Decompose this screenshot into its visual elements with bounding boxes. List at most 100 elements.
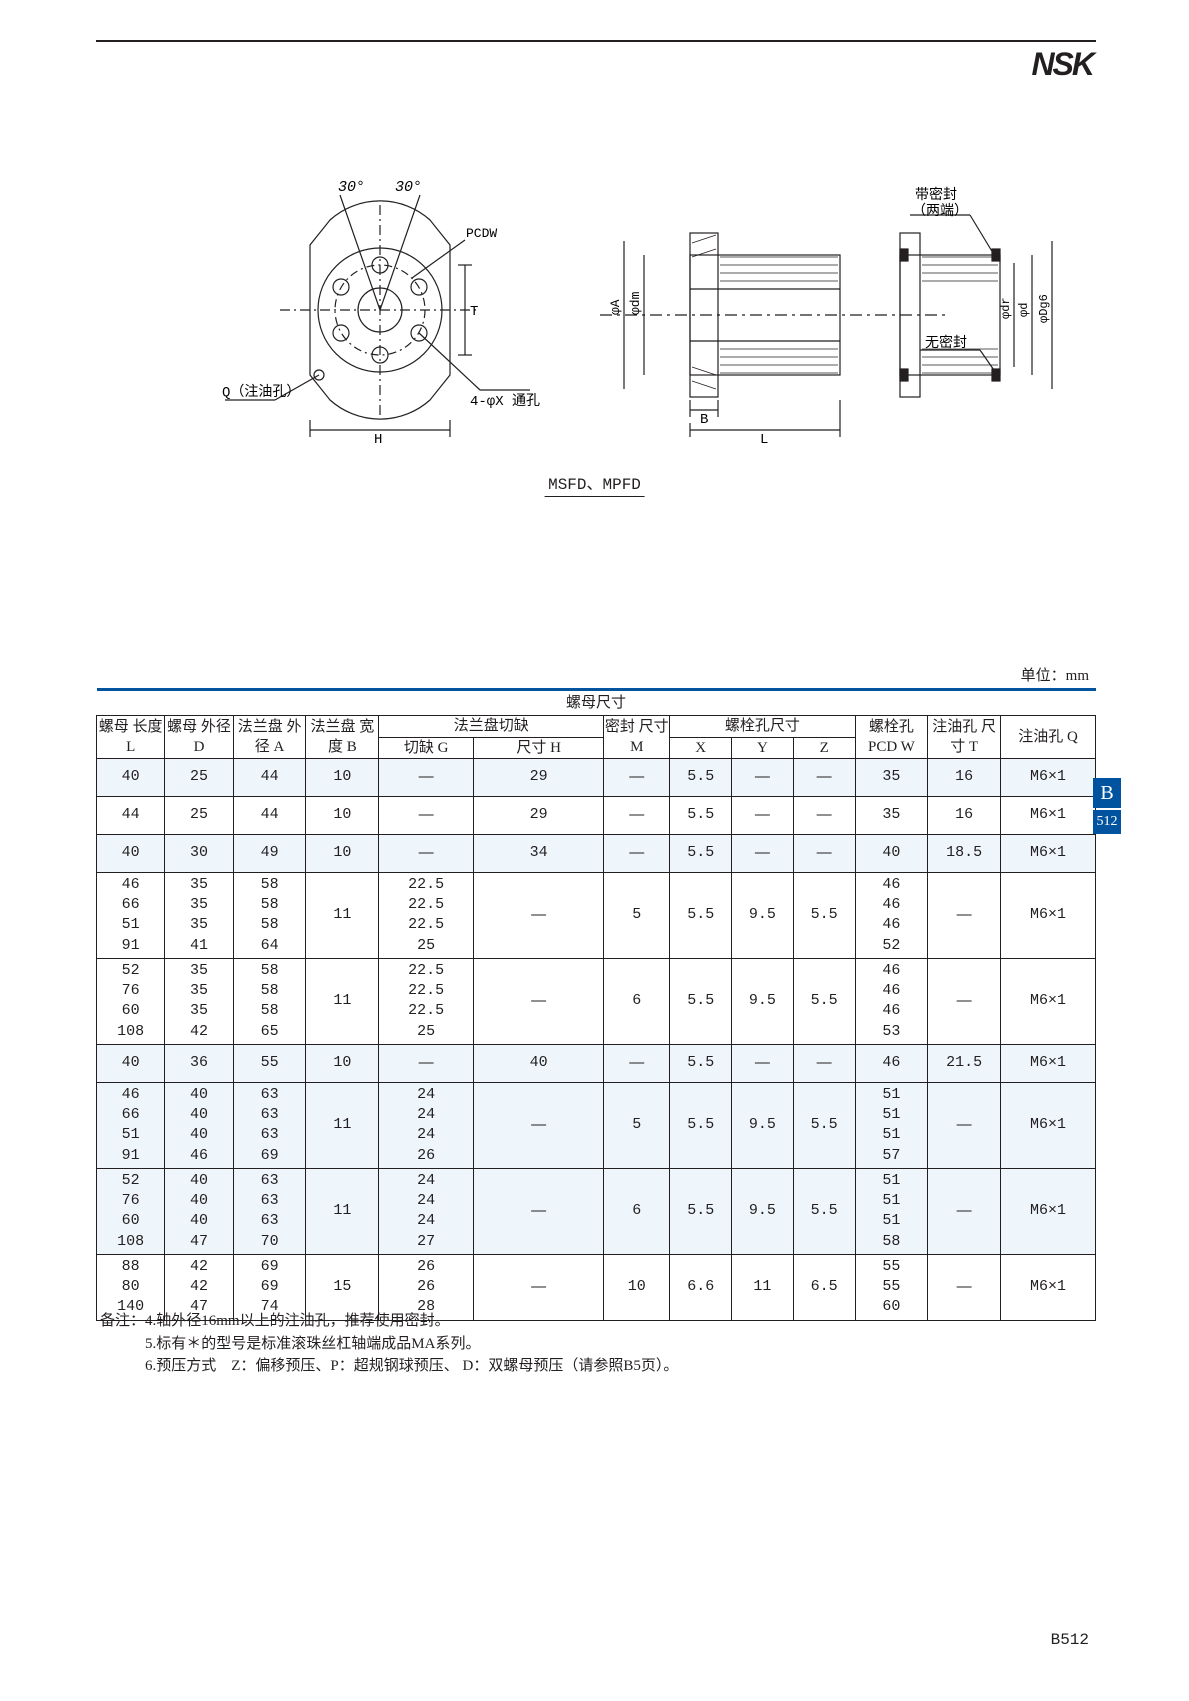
cell-M: — (604, 758, 670, 796)
cell-X: 5.5 (670, 1082, 732, 1168)
cell-H: 29 (474, 758, 604, 796)
cell-H: 40 (474, 1044, 604, 1082)
diagrams: 30° 30° PCDW T Q（注油孔） 4-φX 通孔 H (170, 175, 1040, 455)
cell-D: 35 35 35 42 (165, 958, 233, 1044)
spec-table: 螺母尺寸 螺母 长度 L 螺母 外径 D 法兰盘 外径 A 法兰盘 宽度 B 法… (96, 688, 1096, 1321)
unit-label: 单位：mm (1021, 664, 1089, 685)
cell-A: 58 58 58 64 (233, 872, 306, 958)
cell-X: 5.5 (670, 796, 732, 834)
cell-D: 40 40 40 46 (165, 1082, 233, 1168)
svg-text:30°: 30° (395, 179, 422, 196)
cell-Y: 11 (732, 1254, 794, 1320)
cell-X: 5.5 (670, 834, 732, 872)
svg-text:PCDW: PCDW (466, 226, 497, 241)
footnotes: 备注：4.轴外径16mm以上的注油孔，推荐使用密封。 备注：5.标有＊的型号是标… (100, 1310, 678, 1378)
cell-D: 30 (165, 834, 233, 872)
cell-A: 44 (233, 758, 306, 796)
cell-B: 10 (306, 796, 379, 834)
cell-Z: 5.5 (793, 1082, 855, 1168)
cell-H: — (474, 958, 604, 1044)
table-header: 螺母尺寸 螺母 长度 L 螺母 外径 D 法兰盘 外径 A 法兰盘 宽度 B 法… (97, 690, 1096, 759)
cell-M: 5 (604, 1082, 670, 1168)
svg-text:无密封: 无密封 (925, 334, 967, 352)
cell-Z: 5.5 (793, 1168, 855, 1254)
cell-B: 10 (306, 1044, 379, 1082)
cell-X: 5.5 (670, 872, 732, 958)
svg-text:φd: φd (1017, 303, 1031, 317)
cell-T: — (928, 1082, 1001, 1168)
cell-M: — (604, 1044, 670, 1082)
cell-G: — (379, 1044, 474, 1082)
cell-T: — (928, 958, 1001, 1044)
table-row: 52 76 60 10840 40 40 4763 63 63 701124 2… (97, 1168, 1096, 1254)
cell-W: 46 (855, 1044, 928, 1082)
svg-text:30°: 30° (338, 179, 365, 196)
table-row: 40304910—34—5.5——4018.5M6×1 (97, 834, 1096, 872)
cell-A: 58 58 58 65 (233, 958, 306, 1044)
cell-A: 44 (233, 796, 306, 834)
cell-W: 40 (855, 834, 928, 872)
cell-G: — (379, 796, 474, 834)
cell-L: 40 (97, 1044, 165, 1082)
cell-L: 52 76 60 108 (97, 958, 165, 1044)
cell-T: — (928, 1254, 1001, 1320)
diagram-caption: MSFD、MPFD (544, 470, 645, 497)
table-row: 52 76 60 10835 35 35 4258 58 58 651122.5… (97, 958, 1096, 1044)
cell-B: 11 (306, 1168, 379, 1254)
nsk-logo: NSK (1031, 46, 1093, 83)
cell-H: 34 (474, 834, 604, 872)
footnote-label: 备注： (100, 1313, 145, 1329)
table-row: 46 66 51 9140 40 40 4663 63 63 691124 24… (97, 1082, 1096, 1168)
cell-Z: 5.5 (793, 958, 855, 1044)
footnote-5: 5.标有＊的型号是标准滚珠丝杠轴端成品MA系列。 (145, 1336, 480, 1352)
cell-L: 46 66 51 91 (97, 872, 165, 958)
svg-text:B: B (700, 412, 708, 428)
cell-T: 16 (928, 758, 1001, 796)
cell-T: 21.5 (928, 1044, 1001, 1082)
cell-M: — (604, 796, 670, 834)
cell-G: 24 24 24 26 (379, 1082, 474, 1168)
cell-Z: 6.5 (793, 1254, 855, 1320)
cell-W: 55 55 60 (855, 1254, 928, 1320)
cell-W: 51 51 51 57 (855, 1082, 928, 1168)
cell-W: 35 (855, 796, 928, 834)
svg-text:Q（注油孔）: Q（注油孔） (222, 384, 300, 401)
side-tab-letter: B (1093, 778, 1121, 808)
table-row: 46 66 51 9135 35 35 4158 58 58 641122.5 … (97, 872, 1096, 958)
nut-diagram: φA φdm B L 带密封 （两端） 无密封 φdr φd φDg6 (600, 185, 1070, 445)
cell-G: 22.5 22.5 22.5 25 (379, 958, 474, 1044)
cell-B: 10 (306, 834, 379, 872)
cell-A: 63 63 63 70 (233, 1168, 306, 1254)
cell-B: 11 (306, 958, 379, 1044)
cell-Q: M6×1 (1001, 1168, 1096, 1254)
cell-T: 18.5 (928, 834, 1001, 872)
cell-X: 5.5 (670, 958, 732, 1044)
cell-Q: M6×1 (1001, 796, 1096, 834)
cell-Q: M6×1 (1001, 758, 1096, 796)
svg-text:φdr: φdr (999, 297, 1013, 319)
cell-W: 46 46 46 53 (855, 958, 928, 1044)
cell-H: 29 (474, 796, 604, 834)
table-row: 40254410—29—5.5——3516M6×1 (97, 758, 1096, 796)
cell-Q: M6×1 (1001, 834, 1096, 872)
cell-Q: M6×1 (1001, 872, 1096, 958)
cell-M: 6 (604, 958, 670, 1044)
svg-text:H: H (374, 432, 382, 445)
cell-T: 16 (928, 796, 1001, 834)
top-rule (96, 40, 1096, 42)
footnote-6: 6.预压方式 Z：偏移预压、P：超规钢球预压、 D：双螺母预压（请参照B5页）。 (145, 1358, 678, 1374)
cell-Q: M6×1 (1001, 1044, 1096, 1082)
cell-G: 22.5 22.5 22.5 25 (379, 872, 474, 958)
cell-T: — (928, 872, 1001, 958)
cell-W: 51 51 51 58 (855, 1168, 928, 1254)
cell-D: 40 40 40 47 (165, 1168, 233, 1254)
cell-M: — (604, 834, 670, 872)
cell-G: — (379, 758, 474, 796)
cell-X: 6.6 (670, 1254, 732, 1320)
side-tab-number: 512 (1093, 810, 1121, 834)
cell-Z: — (793, 834, 855, 872)
cell-H: — (474, 872, 604, 958)
cell-M: 5 (604, 872, 670, 958)
cell-Z: — (793, 796, 855, 834)
cell-H: — (474, 1168, 604, 1254)
